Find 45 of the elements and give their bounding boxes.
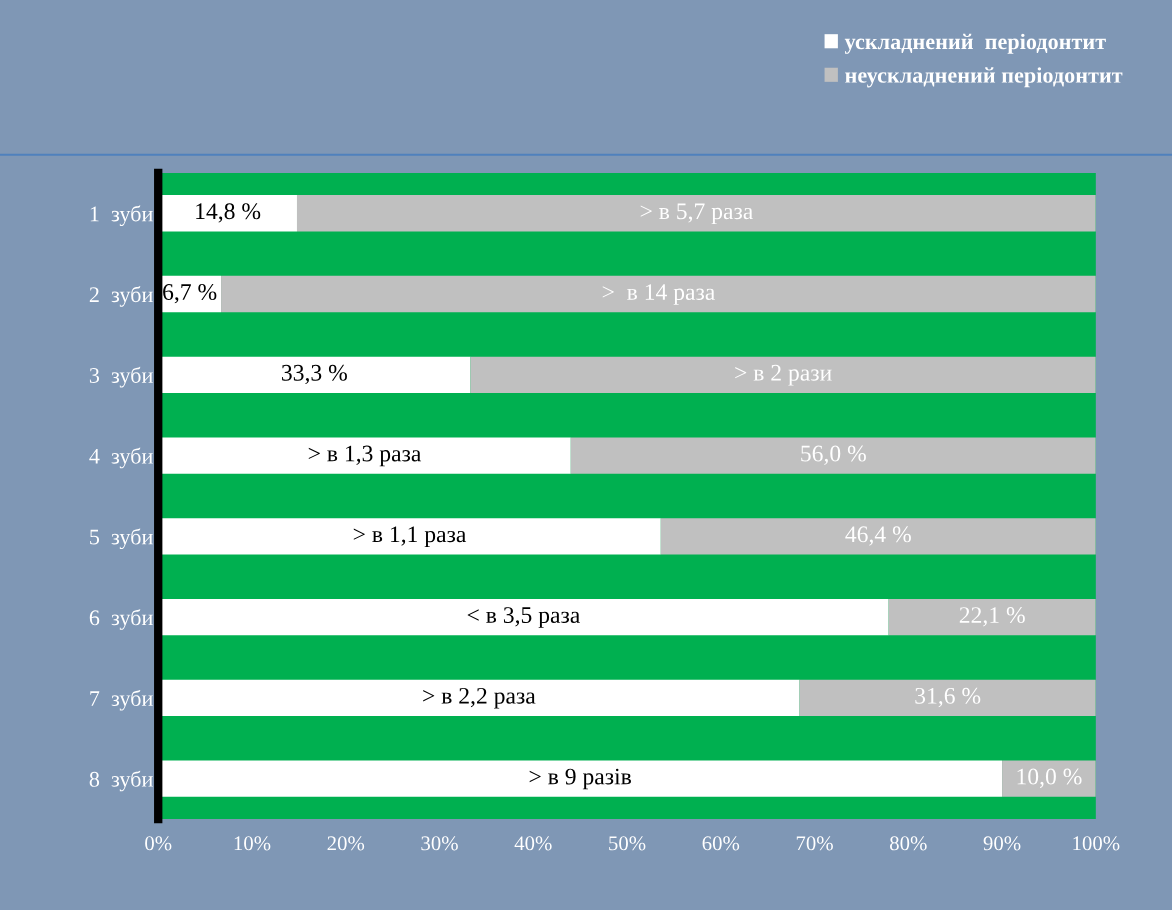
data-label: 22,1 % [959,607,1025,627]
x-tick-label: 90% [983,836,1021,851]
data-label: 56,0 % [801,445,866,465]
bar [570,437,1096,474]
bar [799,679,1096,717]
bar [888,598,1096,636]
x-tick-label: 30% [421,836,458,851]
x-tick-label: 0% [145,836,172,851]
x-tick-label: 60% [702,836,740,851]
bar [1002,760,1096,797]
y-tick-label: 8 зуби [89,770,153,792]
x-tick-label: 20% [327,836,365,851]
data-label: > в 1,1 раза [353,526,467,548]
data-label: > в 9 разів [529,768,631,790]
legend-label: ускладнений періодонтит [844,33,1106,54]
y-tick-label: 7 зуби [90,689,153,711]
x-tick-label: 50% [609,836,646,851]
data-label: 14,8 % [196,203,261,223]
data-label: < в 3,5 раза [467,607,580,628]
x-tick-label: 80% [890,836,927,851]
y-tick-label: 2 зуби [89,286,153,307]
y-tick-label: 1 зуби [90,205,153,227]
bar [296,195,1096,232]
y-tick-label: 5 зуби [90,528,153,550]
x-tick-label: 10% [234,836,271,851]
data-label: > в 2 рази [735,364,832,386]
data-label: 6,7 % [163,284,217,304]
bar [660,518,1096,555]
data-label: > в 5,7 раза [640,203,753,224]
bar [221,275,1096,313]
legend-label: неускладнений періодонтит [845,67,1123,88]
data-label: 46,4 % [845,526,911,546]
data-label: > в 14 раза [602,284,715,305]
data-label: 33,3 % [282,364,347,385]
bar [470,356,1096,393]
data-label: 10,0 % [1017,768,1082,788]
y-tick-label: 4 зуби [89,447,153,469]
data-label: > в 1,3 раза [308,445,422,467]
data-label: 31,6 % [915,687,981,708]
y-tick-label: 3 зуби [89,366,153,388]
y-tick-label: 6 зуби [89,609,153,630]
x-tick-label: 70% [796,836,833,851]
x-tick-label: 100% [1073,836,1120,851]
data-label: > в 2,2 раза [423,687,536,709]
x-tick-label: 40% [514,836,552,851]
